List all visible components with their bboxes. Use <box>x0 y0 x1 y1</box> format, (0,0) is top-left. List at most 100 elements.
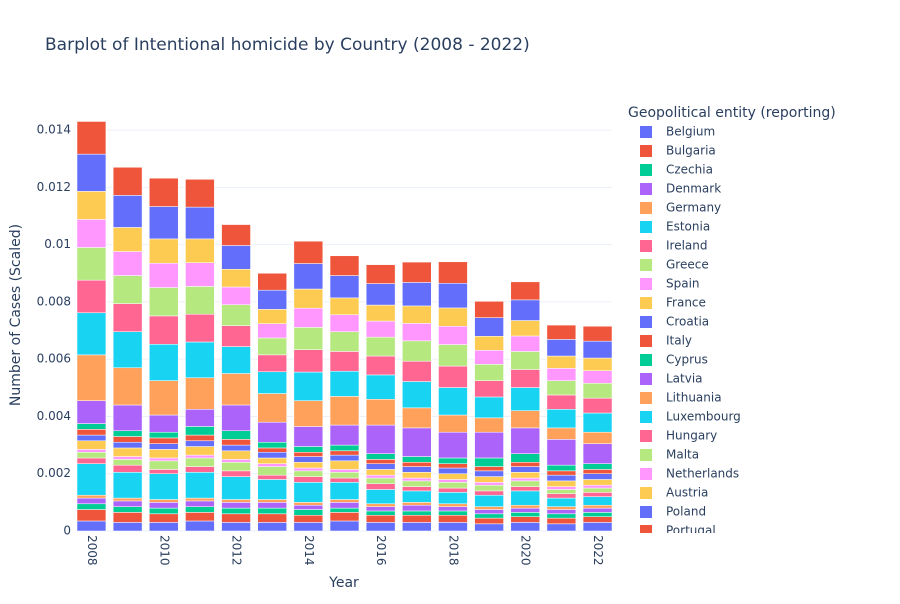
legend-swatch[interactable] <box>640 468 652 480</box>
bar-segment <box>329 351 360 372</box>
legend-swatch[interactable] <box>640 183 652 195</box>
legend-label[interactable]: Latvia <box>666 372 703 386</box>
legend-label[interactable]: Lithuania <box>666 391 722 405</box>
bar-segment <box>582 357 613 371</box>
legend-label[interactable]: Germany <box>666 201 721 215</box>
legend-label[interactable]: Spain <box>666 277 700 291</box>
legend-label[interactable]: France <box>666 296 706 310</box>
bar-segment <box>293 470 324 477</box>
legend-label[interactable]: Denmark <box>666 182 721 196</box>
legend-swatch[interactable] <box>640 430 652 442</box>
bar-segment <box>76 153 107 192</box>
legend-swatch[interactable] <box>640 259 652 271</box>
x-tick-label: 2016 <box>374 535 388 566</box>
bar-segment <box>329 454 360 462</box>
bar-segment <box>438 261 468 284</box>
bar-segment <box>257 502 287 509</box>
legend-swatch[interactable] <box>640 487 652 499</box>
legend-label[interactable]: Ireland <box>666 239 708 253</box>
legend-label[interactable]: Belgium <box>666 125 715 139</box>
legend-label[interactable]: Cyprus <box>666 353 708 367</box>
bar-segment <box>438 506 468 512</box>
legend-label[interactable]: Estonia <box>666 220 710 234</box>
legend-label[interactable]: Hungary <box>666 429 717 443</box>
legend-swatch[interactable] <box>640 202 652 214</box>
bar-segment <box>365 483 396 490</box>
legend-swatch[interactable] <box>640 278 652 290</box>
bar-segment <box>474 509 504 515</box>
legend-swatch[interactable] <box>640 126 652 138</box>
bar-segment <box>402 340 432 362</box>
legend-swatch[interactable] <box>640 297 652 309</box>
bar-segment <box>474 476 504 483</box>
bar-segment <box>438 514 468 523</box>
legend-label[interactable]: Greece <box>666 258 709 272</box>
bar-segment <box>257 289 287 310</box>
legend-swatch[interactable] <box>640 240 652 252</box>
bar-segment <box>510 462 540 467</box>
bar-segment <box>221 522 251 532</box>
y-tick-label: 0.014 <box>37 123 71 137</box>
legend-swatch[interactable] <box>640 392 652 404</box>
legend-label[interactable]: Poland <box>666 505 706 519</box>
legend-label[interactable]: Czechia <box>666 163 713 177</box>
bar-segment <box>112 500 143 507</box>
bar-segment <box>293 327 324 350</box>
bar-segment <box>546 439 577 466</box>
legend-swatch[interactable] <box>640 525 652 537</box>
legend-swatch[interactable] <box>640 354 652 366</box>
bar-segment <box>76 121 107 155</box>
bar-segment <box>185 341 215 379</box>
bar-segment <box>329 499 360 503</box>
bar-segment <box>221 404 251 432</box>
legend-label[interactable]: Malta <box>666 448 699 462</box>
bar-segment <box>257 309 287 324</box>
bar-segment <box>112 167 143 196</box>
bar-segment <box>329 255 360 276</box>
bar-segment <box>149 262 179 288</box>
bar-segment <box>257 507 287 515</box>
legend-label[interactable]: Netherlands <box>666 467 739 481</box>
bar-segment <box>221 346 251 374</box>
bar-segment <box>293 263 324 290</box>
legend-swatch[interactable] <box>640 506 652 518</box>
bar-segment <box>149 287 179 317</box>
bar-segment <box>185 434 215 442</box>
legend-label[interactable]: Italy <box>666 334 692 348</box>
bar-segment <box>112 447 143 457</box>
bar-segment <box>185 457 215 467</box>
legend-swatch[interactable] <box>640 373 652 385</box>
bar-segment <box>474 301 504 318</box>
legend-swatch[interactable] <box>640 221 652 233</box>
legend-label[interactable]: Bulgaria <box>666 144 716 158</box>
bar-segment <box>474 470 504 477</box>
legend-label[interactable]: Portugal <box>666 524 716 538</box>
legend-swatch[interactable] <box>640 164 652 176</box>
legend-swatch[interactable] <box>640 449 652 461</box>
bar-segment <box>582 522 613 532</box>
bar-segment <box>546 380 577 396</box>
bar-segment <box>112 497 143 502</box>
bar-segment <box>582 504 613 509</box>
bar-segment <box>582 492 613 497</box>
bar-segment <box>257 451 287 459</box>
legend-swatch[interactable] <box>640 145 652 157</box>
bar-segment <box>185 286 215 315</box>
bar-segment <box>185 206 215 240</box>
bar-segment <box>402 504 432 512</box>
legend-label[interactable]: Luxembourg <box>666 410 741 424</box>
legend-swatch[interactable] <box>640 316 652 328</box>
bar-segment <box>365 399 396 426</box>
legend-swatch[interactable] <box>640 335 652 347</box>
bar-segment <box>293 426 324 447</box>
legend-swatch[interactable] <box>640 411 652 423</box>
bar-segment <box>112 456 143 460</box>
legend-label[interactable]: Croatia <box>666 315 709 329</box>
bar-segment <box>438 473 468 480</box>
y-axis-title: Number of Cases (Scaled) <box>8 224 24 406</box>
legend-label[interactable]: Austria <box>666 486 708 500</box>
bar-segment <box>402 282 432 307</box>
bar-segment <box>257 463 287 467</box>
bar-segment <box>510 369 540 388</box>
bar-segment <box>185 446 215 456</box>
